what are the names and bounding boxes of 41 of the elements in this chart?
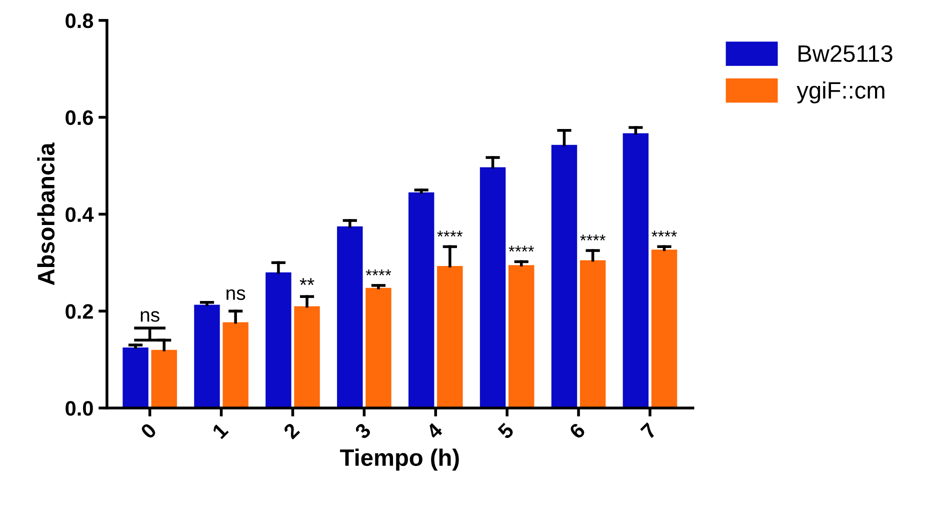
y-tick-label: 0.8 bbox=[66, 13, 94, 28]
bar bbox=[366, 288, 392, 408]
annotation: ** bbox=[300, 278, 314, 286]
annotation: **** bbox=[366, 270, 392, 276]
y-tick-label: 0.2 bbox=[66, 304, 93, 319]
x-tick-label: 0 bbox=[140, 422, 158, 440]
legend-label: Bw25113 bbox=[798, 45, 892, 62]
bar bbox=[480, 167, 506, 408]
annotation: **** bbox=[580, 234, 606, 240]
annotation: **** bbox=[508, 246, 534, 252]
annotation: ns bbox=[140, 311, 160, 322]
bar bbox=[266, 272, 292, 408]
bar bbox=[551, 144, 578, 408]
y-tick-label: 0.0 bbox=[66, 401, 93, 416]
x-tick-label: 7 bbox=[640, 422, 658, 440]
bar bbox=[622, 133, 649, 408]
bar bbox=[337, 226, 363, 408]
x-tick-label: 3 bbox=[354, 422, 372, 440]
bar bbox=[151, 350, 177, 408]
legend-label: ygiF::cm bbox=[796, 81, 884, 104]
annotation: **** bbox=[652, 230, 677, 237]
bar bbox=[508, 265, 534, 408]
bar bbox=[222, 322, 248, 408]
bar bbox=[651, 250, 678, 408]
x-tick-label: 1 bbox=[212, 422, 229, 440]
x-tick-label: 5 bbox=[497, 422, 515, 440]
bar bbox=[580, 260, 606, 408]
bar bbox=[437, 266, 463, 408]
bar bbox=[194, 304, 220, 408]
x-axis-title: Tiempo (h) bbox=[340, 448, 459, 471]
x-tick-label: 4 bbox=[425, 422, 444, 440]
y-tick-label: 0.4 bbox=[66, 207, 94, 222]
y-tick-label: 0.6 bbox=[66, 110, 94, 126]
bar bbox=[294, 306, 320, 408]
annotation: ns bbox=[226, 289, 246, 300]
x-tick-label: 6 bbox=[568, 422, 586, 440]
bar bbox=[408, 192, 434, 408]
annotation: **** bbox=[437, 230, 463, 237]
y-axis-title: Absorbancia bbox=[37, 142, 55, 286]
x-tick-label: 2 bbox=[282, 422, 300, 440]
bar bbox=[122, 347, 148, 408]
